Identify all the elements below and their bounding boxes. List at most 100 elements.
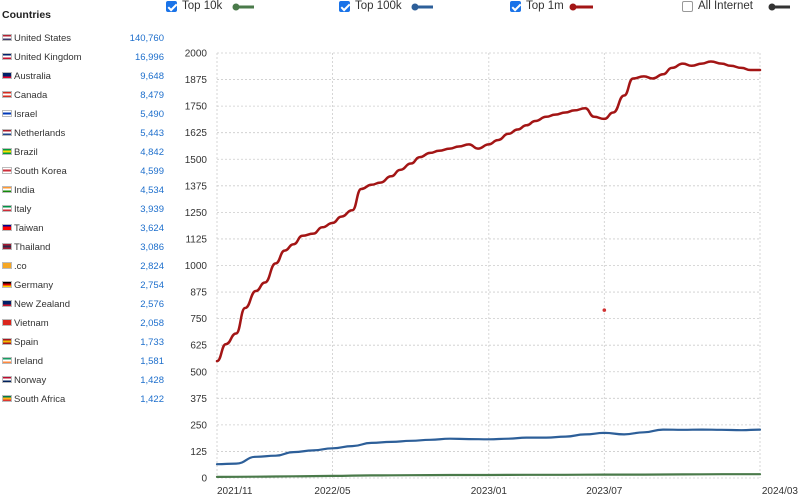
countries-sidebar: Countries United States 140,760 United Kin… xyxy=(0,0,170,498)
country-name: .co xyxy=(14,261,27,272)
country-row[interactable]: Norway 1,428 xyxy=(0,372,170,391)
flag-icon xyxy=(2,338,12,345)
flag-icon xyxy=(2,262,12,269)
country-row[interactable]: Spain 1,733 xyxy=(0,334,170,353)
y-tick-label: 1125 xyxy=(185,234,207,245)
sidebar-title: Countries xyxy=(2,9,52,21)
flag-icon xyxy=(2,395,12,402)
country-name: Netherlands xyxy=(14,128,66,139)
country-value: 1,422 xyxy=(140,394,164,405)
flag-icon xyxy=(2,376,12,383)
country-row[interactable]: United States 140,760 xyxy=(0,30,170,49)
legend-top-10k[interactable]: Top 10k xyxy=(166,0,261,15)
series-line-top-1m xyxy=(215,60,762,363)
country-value: 4,842 xyxy=(140,147,164,158)
chart-series xyxy=(215,60,762,478)
country-name: India xyxy=(14,185,35,196)
country-value: 1,733 xyxy=(140,337,164,348)
country-value: 8,479 xyxy=(140,90,164,101)
y-tick-label: 1000 xyxy=(185,261,208,272)
y-tick-label: 250 xyxy=(190,420,207,431)
flag-icon xyxy=(2,205,12,212)
country-row[interactable]: India 4,534 xyxy=(0,182,170,201)
x-tick-label: 2022/05 xyxy=(314,486,351,497)
country-name: Italy xyxy=(14,204,32,215)
y-tick-label: 1375 xyxy=(185,181,208,192)
country-row[interactable]: Australia 9,648 xyxy=(0,68,170,87)
flag-icon xyxy=(2,167,12,174)
country-row[interactable]: Brazil 4,842 xyxy=(0,144,170,163)
y-tick-label: 1750 xyxy=(185,102,208,113)
country-row[interactable]: Ireland 1,581 xyxy=(0,353,170,372)
flag-icon xyxy=(2,243,12,250)
country-row[interactable]: Thailand 3,086 xyxy=(0,239,170,258)
x-tick-label: 2023/01 xyxy=(471,486,508,497)
country-row[interactable]: South Africa 1,422 xyxy=(0,391,170,410)
checkbox-top-100k[interactable] xyxy=(339,1,350,12)
y-tick-label: 750 xyxy=(190,314,207,325)
x-tick-label: 2024/03 xyxy=(762,486,799,497)
chart-legend: Top 10k Top 100k Top 1m All Internet xyxy=(0,0,800,16)
country-row[interactable]: New Zealand 2,576 xyxy=(0,296,170,315)
y-tick-label: 1250 xyxy=(185,208,208,219)
flag-icon xyxy=(2,91,12,98)
country-row[interactable]: Canada 8,479 xyxy=(0,87,170,106)
country-name: Israel xyxy=(14,109,38,120)
country-value: 2,824 xyxy=(140,261,164,272)
x-tick-label: 2023/07 xyxy=(586,486,623,497)
flag-icon xyxy=(2,357,12,364)
country-name: Canada xyxy=(14,90,48,101)
country-name: Norway xyxy=(14,375,47,386)
country-name: Brazil xyxy=(14,147,38,158)
y-tick-label: 1875 xyxy=(185,75,208,86)
x-tick-label: 2021/11 xyxy=(217,486,253,497)
checkbox-top-10k[interactable] xyxy=(166,1,177,12)
y-tick-label: 0 xyxy=(201,474,207,485)
legend-label-top-10k: Top 10k xyxy=(182,0,223,12)
y-tick-label: 1500 xyxy=(185,155,208,166)
y-tick-label: 375 xyxy=(190,394,207,405)
country-row[interactable]: South Korea 4,599 xyxy=(0,163,170,182)
country-name: South Africa xyxy=(14,394,66,405)
legend-top-100k[interactable]: Top 100k xyxy=(339,0,444,15)
legend-label-top-100k: Top 100k xyxy=(355,0,402,12)
legend-top-1m[interactable]: Top 1m xyxy=(510,0,605,15)
legend-swatch-top-1m-icon xyxy=(569,3,593,11)
country-name: Spain xyxy=(14,337,39,348)
checkbox-all-internet[interactable] xyxy=(682,1,693,12)
country-row[interactable]: .co 2,824 xyxy=(0,258,170,277)
flag-icon xyxy=(2,186,12,193)
country-name: United Kingdom xyxy=(14,52,82,63)
country-row[interactable]: United Kingdom 16,996 xyxy=(0,49,170,68)
legend-all-internet[interactable]: All Internet xyxy=(682,0,797,15)
country-row[interactable]: Italy 3,939 xyxy=(0,201,170,220)
chart-annotations xyxy=(602,308,607,312)
y-tick-label: 500 xyxy=(190,367,207,378)
country-value: 3,086 xyxy=(140,242,164,253)
flag-icon xyxy=(2,281,12,288)
y-tick-label: 125 xyxy=(190,447,207,458)
country-row[interactable]: Netherlands 5,443 xyxy=(0,125,170,144)
country-row[interactable]: Israel 5,490 xyxy=(0,106,170,125)
flag-icon xyxy=(2,148,12,155)
country-value: 140,760 xyxy=(129,33,164,44)
country-name: New Zealand xyxy=(14,299,70,310)
country-value: 9,648 xyxy=(140,71,164,82)
flag-icon xyxy=(2,224,12,231)
country-list: United States 140,760 United Kingdom 16,996… xyxy=(0,30,170,410)
y-tick-label: 625 xyxy=(190,341,207,352)
series-line-top-100k xyxy=(215,428,762,466)
country-value: 5,443 xyxy=(140,128,164,139)
country-row[interactable]: Vietnam 2,058 xyxy=(0,315,170,334)
country-value: 5,490 xyxy=(140,109,164,120)
country-row[interactable]: Germany 2,754 xyxy=(0,277,170,296)
country-value: 1,428 xyxy=(140,375,164,386)
checkbox-top-1m[interactable] xyxy=(510,1,521,12)
legend-swatch-all-internet-icon xyxy=(768,3,790,11)
flag-icon xyxy=(2,72,12,79)
country-row[interactable]: Taiwan 3,624 xyxy=(0,220,170,239)
y-tick-label: 2000 xyxy=(185,49,208,60)
legend-label-top-1m: Top 1m xyxy=(526,0,564,12)
country-name: South Korea xyxy=(14,166,67,177)
